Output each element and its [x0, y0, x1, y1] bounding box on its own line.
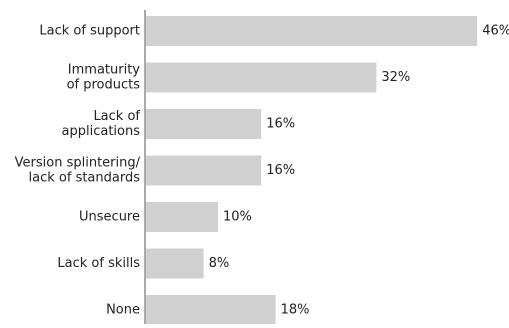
value-labels-group: 46% 32% 16% 16% 10% 8% 18% — [209, 24, 509, 318]
value-label-0: 46% — [482, 24, 509, 39]
value-label-2: 16% — [266, 117, 295, 132]
category-label-3: Version splintering/lack of standards — [15, 156, 141, 186]
bars-group — [146, 16, 478, 325]
category-label-line: Lack of — [93, 109, 140, 124]
category-label-line: Immaturity — [68, 63, 141, 78]
category-label-line: Unsecure — [79, 210, 140, 225]
bar-5 — [146, 248, 204, 279]
category-labels-group: Lack of support Immaturity of products Lack… — [15, 24, 141, 318]
bar-6 — [146, 295, 276, 325]
bar-3 — [146, 155, 262, 186]
category-label-6: None — [106, 303, 140, 318]
category-label-line: Lack of support — [39, 24, 140, 39]
bar-2 — [146, 109, 262, 139]
bar-1 — [146, 62, 377, 93]
category-label-4: Unsecure — [79, 210, 140, 225]
category-label-2: Lack of applications — [62, 109, 141, 139]
value-label-1: 32% — [381, 70, 410, 85]
category-label-line: of products — [67, 78, 141, 93]
value-label-6: 18% — [281, 303, 310, 318]
category-label-line: None — [106, 303, 140, 318]
value-label-4: 10% — [223, 210, 252, 225]
category-label-line: Lack of skills — [57, 256, 140, 271]
category-label-line: lack of standards — [29, 171, 141, 186]
bar-0 — [146, 16, 478, 46]
category-label-line: applications — [62, 124, 141, 139]
category-label-line: Version splintering/ — [15, 156, 141, 171]
category-label-0: Lack of support — [39, 24, 140, 39]
category-label-1: Immaturity of products — [67, 63, 141, 93]
value-label-3: 16% — [266, 163, 295, 178]
category-label-5: Lack of skills — [57, 256, 140, 271]
value-label-5: 8% — [209, 256, 230, 271]
bar-4 — [146, 202, 218, 232]
